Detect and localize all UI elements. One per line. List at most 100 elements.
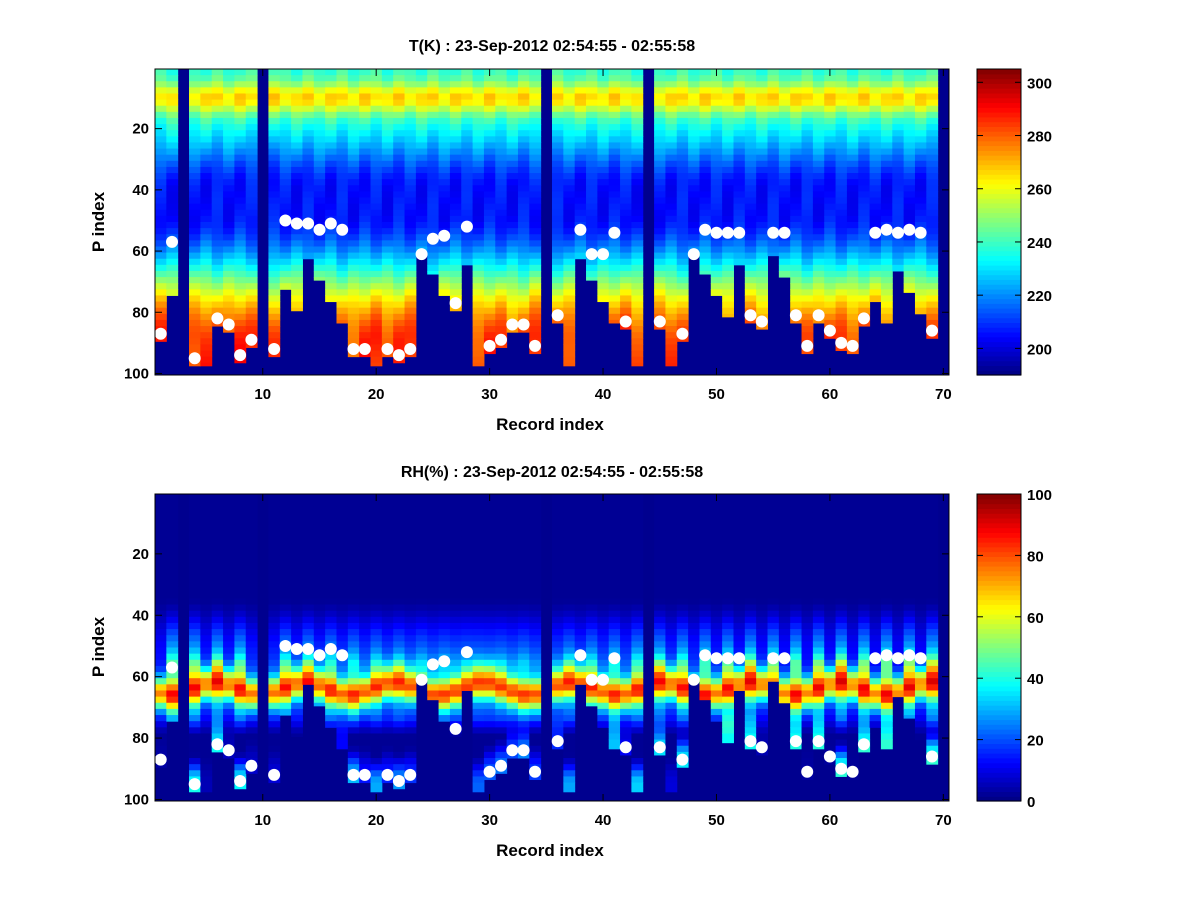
heatmap-cell <box>166 277 179 284</box>
heatmap-cell <box>778 75 791 82</box>
heatmap-cell <box>858 81 871 88</box>
heatmap-cell <box>313 561 326 569</box>
heatmap-cell <box>778 117 791 125</box>
heatmap-cell <box>427 592 440 599</box>
heatmap-cell <box>529 604 542 612</box>
heatmap-cell <box>438 173 451 180</box>
heatmap-cell <box>631 727 644 734</box>
heatmap-cell <box>370 715 383 722</box>
heatmap-cell <box>427 93 440 101</box>
heatmap-cell <box>449 283 462 290</box>
heatmap-cell <box>631 326 644 333</box>
heatmap-cell <box>665 518 678 526</box>
heatmap-cell <box>359 684 372 691</box>
heatmap-cell <box>676 319 689 327</box>
heatmap-cell <box>892 240 905 247</box>
heatmap-cell <box>404 111 417 119</box>
heatmap-cell <box>279 234 292 241</box>
heatmap-cell <box>756 307 769 315</box>
heatmap-cell <box>552 240 564 247</box>
heatmap-cell <box>914 215 927 223</box>
heatmap-cell <box>756 154 769 162</box>
heatmap-cell <box>313 234 326 241</box>
heatmap-cell <box>529 512 542 520</box>
heatmap-cell <box>778 252 791 260</box>
heatmap-cell <box>869 87 882 94</box>
heatmap-cell <box>347 518 360 526</box>
heatmap-cell <box>189 99 201 107</box>
heatmap-cell <box>529 592 542 599</box>
heatmap-cell <box>427 124 440 131</box>
heatmap-cell <box>767 173 780 180</box>
heatmap-cell <box>381 751 394 759</box>
heatmap-cell <box>200 745 213 753</box>
heatmap-cell <box>563 721 576 728</box>
heatmap-cell <box>438 530 451 538</box>
heatmap-cell <box>880 154 893 162</box>
heatmap-cell <box>722 635 734 642</box>
heatmap-cell <box>744 653 757 661</box>
heatmap-cell <box>914 160 927 168</box>
heatmap-cell <box>268 733 281 741</box>
heatmap-cell <box>427 222 440 229</box>
heatmap-cell <box>654 99 666 107</box>
heatmap-cell <box>563 586 576 593</box>
heatmap-cell <box>597 215 610 223</box>
heatmap-cell <box>415 506 428 513</box>
heatmap-cell <box>393 344 406 352</box>
heatmap-cell <box>495 678 508 685</box>
heatmap-cell <box>189 721 201 728</box>
heatmap-cell <box>790 81 803 88</box>
heatmap-cell <box>903 252 916 260</box>
heatmap-cell <box>903 264 916 272</box>
heatmap-cell <box>325 99 337 107</box>
heatmap-cell <box>688 524 700 532</box>
heatmap-cell <box>495 277 508 284</box>
heatmap-cell <box>155 524 167 532</box>
heatmap-cell <box>415 87 428 94</box>
heatmap-cell <box>347 715 360 722</box>
heatmap-cell <box>552 222 564 229</box>
heatmap-cell <box>461 117 474 125</box>
heatmap-cell <box>189 338 201 345</box>
heatmap-cell <box>914 99 927 107</box>
heatmap-cell <box>631 684 644 691</box>
heatmap-cell <box>268 289 281 296</box>
heatmap-cell <box>506 555 519 563</box>
heatmap-cell <box>279 653 292 661</box>
heatmap-cell <box>155 598 167 606</box>
heatmap-cell <box>552 641 564 648</box>
heatmap-cell <box>427 160 440 168</box>
heatmap-cell <box>597 598 610 606</box>
heatmap-cell <box>415 203 428 211</box>
heatmap-cell <box>291 148 303 156</box>
heatmap-cell <box>223 721 235 728</box>
heatmap-cell <box>234 684 247 691</box>
heatmap-cell <box>529 659 542 667</box>
heatmap-cell <box>313 264 326 272</box>
heatmap-cell <box>370 179 383 186</box>
heatmap-cell <box>608 173 621 180</box>
heatmap-cell <box>710 641 723 648</box>
heatmap-cell <box>756 81 769 88</box>
heatmap-cell <box>415 530 428 538</box>
heatmap-cell <box>869 148 882 156</box>
heatmap-cell <box>302 653 315 661</box>
heatmap-cell <box>325 708 337 716</box>
heatmap-cell <box>404 672 417 679</box>
heatmap-cell <box>495 197 508 205</box>
heatmap-cell <box>506 530 519 538</box>
heatmap-cell <box>846 258 859 266</box>
heatmap-cell <box>200 203 213 211</box>
heatmap-cell <box>608 739 621 747</box>
heatmap-cell <box>313 598 326 606</box>
heatmap-cell <box>155 573 167 581</box>
heatmap-cell <box>608 598 621 606</box>
heatmap-cell <box>597 258 610 266</box>
heatmap-cell <box>415 117 428 125</box>
heatmap-cell <box>404 81 417 88</box>
heatmap-cell <box>211 258 224 266</box>
heatmap-cell <box>291 665 303 673</box>
heatmap-cell <box>586 573 598 581</box>
heatmap-cell <box>245 258 258 266</box>
